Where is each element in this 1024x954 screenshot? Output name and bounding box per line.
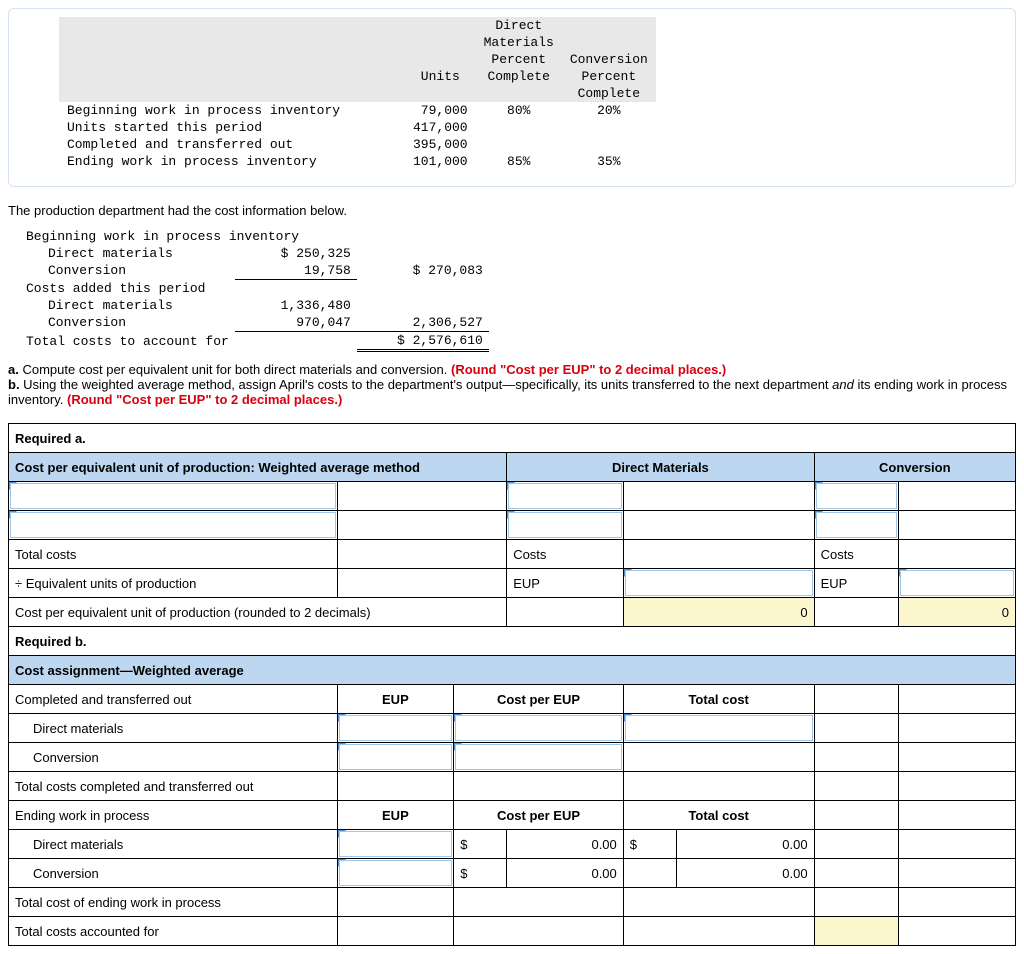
req-b-hdr: Required b. (9, 627, 1016, 656)
answer-table: Required a. Cost per equivalent unit of … (8, 423, 1016, 946)
questions: a. Compute cost per equivalent unit for … (8, 362, 1016, 407)
dm-hdr1: Direct (476, 17, 562, 34)
input-cell[interactable] (9, 482, 338, 511)
units-card: Direct Materials PercentConversion Units… (8, 8, 1016, 187)
costs-table: Beginning work in process inventory Dire… (20, 228, 489, 352)
units-table: Direct Materials PercentConversion Units… (59, 17, 656, 170)
intro-text: The production department had the cost i… (8, 203, 1016, 218)
req-a-hdr: Required a. (9, 424, 1016, 453)
